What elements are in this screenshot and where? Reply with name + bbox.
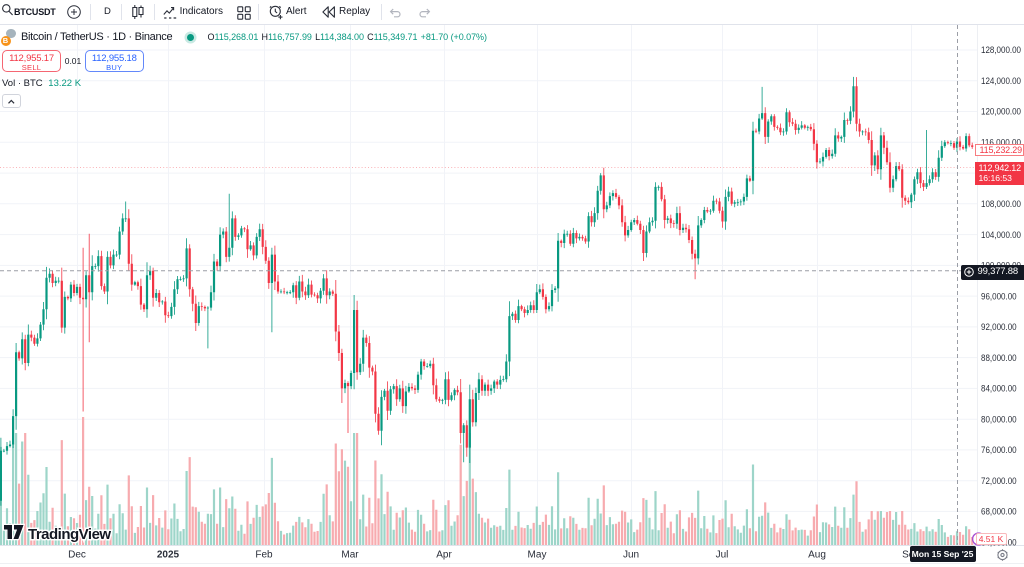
svg-text:108,000.00: 108,000.00 (981, 198, 1021, 209)
svg-text:Dec: Dec (68, 550, 86, 561)
svg-text:Feb: Feb (255, 550, 273, 561)
svg-text:104,000.00: 104,000.00 (981, 229, 1021, 240)
svg-text:96,000.00: 96,000.00 (981, 290, 1017, 301)
svg-text:Jul: Jul (716, 550, 729, 561)
svg-text:68,000.00: 68,000.00 (981, 506, 1017, 517)
svg-text:TradingView: TradingView (28, 526, 111, 543)
svg-text:116,000.00: 116,000.00 (981, 137, 1021, 148)
svg-text:84,000.00: 84,000.00 (981, 383, 1017, 394)
svg-text:72,000.00: 72,000.00 (981, 475, 1017, 486)
svg-text:120,000.00: 120,000.00 (981, 106, 1021, 117)
svg-text:Jun: Jun (623, 550, 639, 561)
svg-text:128,000.00: 128,000.00 (981, 44, 1021, 55)
svg-text:88,000.00: 88,000.00 (981, 352, 1017, 363)
svg-text:Apr: Apr (436, 550, 452, 561)
svg-text:May: May (528, 550, 547, 561)
svg-text:124,000.00: 124,000.00 (981, 75, 1021, 86)
svg-text:92,000.00: 92,000.00 (981, 321, 1017, 332)
svg-text:80,000.00: 80,000.00 (981, 413, 1017, 424)
svg-text:Mar: Mar (341, 550, 359, 561)
svg-text:2025: 2025 (157, 550, 180, 561)
svg-text:Aug: Aug (808, 550, 826, 561)
svg-text:76,000.00: 76,000.00 (981, 444, 1017, 455)
